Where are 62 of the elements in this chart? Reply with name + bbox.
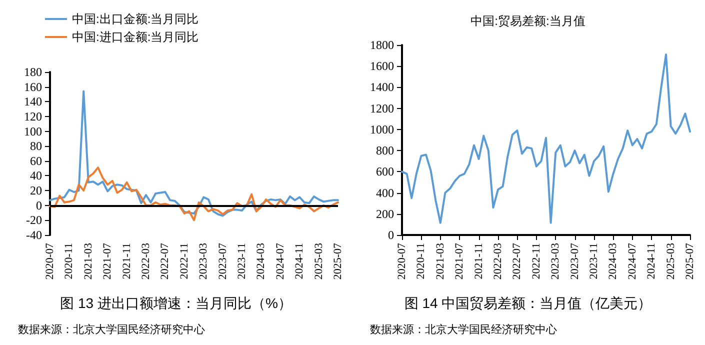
y-tick-label: 1000 bbox=[370, 122, 394, 136]
y-tick-label: 120 bbox=[24, 109, 42, 124]
chart-title: 中国:贸易差额:当月值 bbox=[470, 14, 586, 28]
x-tick-label: 2020-07 bbox=[44, 242, 56, 280]
x-tick-label: 2021-03 bbox=[434, 242, 446, 280]
legend-label: 中国:出口金额:当月同比 bbox=[72, 12, 199, 26]
y-tick-label: 1400 bbox=[370, 80, 394, 94]
x-tick-label: 2023-11 bbox=[588, 243, 600, 280]
y-tick-label: -40 bbox=[26, 228, 42, 242]
x-tick-label: 2023-07 bbox=[568, 242, 581, 280]
x-tick-label: 2024-07 bbox=[626, 242, 638, 280]
x-tick-label: 2022-03 bbox=[140, 242, 152, 280]
caption: 图 13 进出口额增速：当月同比（%） bbox=[59, 295, 293, 313]
x-tick-label: 2021-11 bbox=[472, 243, 485, 280]
y-tick-label: 180 bbox=[24, 65, 42, 79]
x-tick-label: 2022-07 bbox=[159, 242, 172, 280]
y-tick-label: 0 bbox=[388, 228, 394, 242]
x-tick-label: 2024-03 bbox=[607, 242, 620, 280]
x-tick-label: 2022-03 bbox=[492, 242, 504, 280]
x-tick-label: 2024-11 bbox=[294, 243, 306, 280]
legend-label: 中国:进口金额:当月同比 bbox=[72, 30, 199, 44]
x-tick-label: 2021-07 bbox=[454, 242, 466, 280]
source-note: 数据来源：北京大学国民经济研究中心 bbox=[18, 322, 205, 337]
y-tick-label: 1200 bbox=[370, 101, 394, 116]
y-tick-label: 80 bbox=[30, 139, 42, 154]
x-tick-label: 2024-07 bbox=[274, 242, 286, 280]
y-tick-label: 1600 bbox=[370, 59, 394, 74]
y-tick-label: 800 bbox=[376, 144, 394, 158]
x-tick-label: 2025-03 bbox=[312, 242, 325, 280]
x-tick-label: 2023-11 bbox=[236, 243, 248, 280]
y-tick-label: 400 bbox=[376, 186, 394, 200]
x-tick-label: 2024-03 bbox=[255, 242, 268, 280]
y-tick-label: 200 bbox=[376, 206, 394, 221]
y-tick-label: -20 bbox=[26, 213, 42, 228]
x-tick-label: 2021-11 bbox=[120, 243, 133, 280]
x-tick-label: 2025-03 bbox=[664, 242, 677, 280]
x-tick-label: 2021-03 bbox=[82, 242, 94, 280]
x-tick-label: 2022-07 bbox=[511, 242, 524, 280]
x-tick-label: 2025-07 bbox=[332, 242, 344, 280]
x-tick-label: 2023-03 bbox=[550, 242, 562, 280]
y-tick-label: 100 bbox=[24, 124, 42, 138]
caption: 图 14 中国贸易差额：当月值（亿美元） bbox=[403, 295, 653, 313]
x-tick-label: 2022-11 bbox=[178, 243, 190, 280]
y-tick-label: 20 bbox=[30, 184, 42, 198]
y-tick-label: 140 bbox=[24, 94, 42, 109]
x-tick-label: 2024-11 bbox=[646, 243, 658, 280]
x-tick-label: 2025-07 bbox=[684, 242, 696, 280]
y-tick-label: 0 bbox=[36, 198, 42, 212]
x-tick-label: 2023-03 bbox=[198, 242, 210, 280]
y-tick-label: 160 bbox=[24, 80, 42, 94]
y-tick-label: 600 bbox=[376, 164, 394, 179]
x-tick-label: 2020-07 bbox=[396, 242, 408, 280]
source-note: 数据来源：北京大学国民经济研究中心 bbox=[370, 322, 557, 337]
line-series bbox=[401, 54, 691, 224]
y-tick-label: 40 bbox=[30, 168, 42, 183]
y-tick-label: 60 bbox=[30, 154, 42, 168]
y-tick-label: 1800 bbox=[370, 38, 394, 52]
x-tick-label: 2020-11 bbox=[415, 243, 428, 280]
x-tick-label: 2020-11 bbox=[63, 243, 76, 280]
x-tick-label: 2022-11 bbox=[530, 243, 542, 280]
x-tick-label: 2023-07 bbox=[216, 242, 229, 280]
x-tick-label: 2021-07 bbox=[102, 242, 114, 280]
